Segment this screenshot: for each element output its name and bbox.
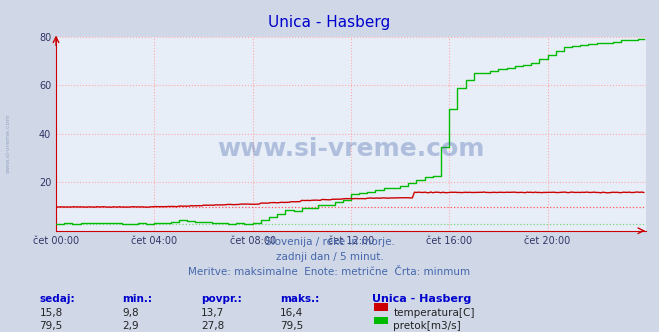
Text: Slovenija / reke in morje.: Slovenija / reke in morje. <box>264 237 395 247</box>
Text: Meritve: maksimalne  Enote: metrične  Črta: minmum: Meritve: maksimalne Enote: metrične Črta… <box>188 267 471 277</box>
Text: 27,8: 27,8 <box>201 321 224 331</box>
Text: povpr.:: povpr.: <box>201 294 242 304</box>
Text: sedaj:: sedaj: <box>40 294 75 304</box>
Text: 16,4: 16,4 <box>280 308 303 318</box>
Text: 79,5: 79,5 <box>280 321 303 331</box>
Text: 15,8: 15,8 <box>40 308 63 318</box>
Text: temperatura[C]: temperatura[C] <box>393 308 475 318</box>
Text: maks.:: maks.: <box>280 294 320 304</box>
Text: 79,5: 79,5 <box>40 321 63 331</box>
Text: min.:: min.: <box>122 294 152 304</box>
Text: Unica - Hasberg: Unica - Hasberg <box>268 15 391 30</box>
Text: 13,7: 13,7 <box>201 308 224 318</box>
Text: zadnji dan / 5 minut.: zadnji dan / 5 minut. <box>275 252 384 262</box>
Text: www.si-vreme.com: www.si-vreme.com <box>5 113 11 173</box>
Text: www.si-vreme.com: www.si-vreme.com <box>217 137 484 161</box>
Text: pretok[m3/s]: pretok[m3/s] <box>393 321 461 331</box>
Text: 2,9: 2,9 <box>122 321 138 331</box>
Text: 9,8: 9,8 <box>122 308 138 318</box>
Text: Unica - Hasberg: Unica - Hasberg <box>372 294 472 304</box>
